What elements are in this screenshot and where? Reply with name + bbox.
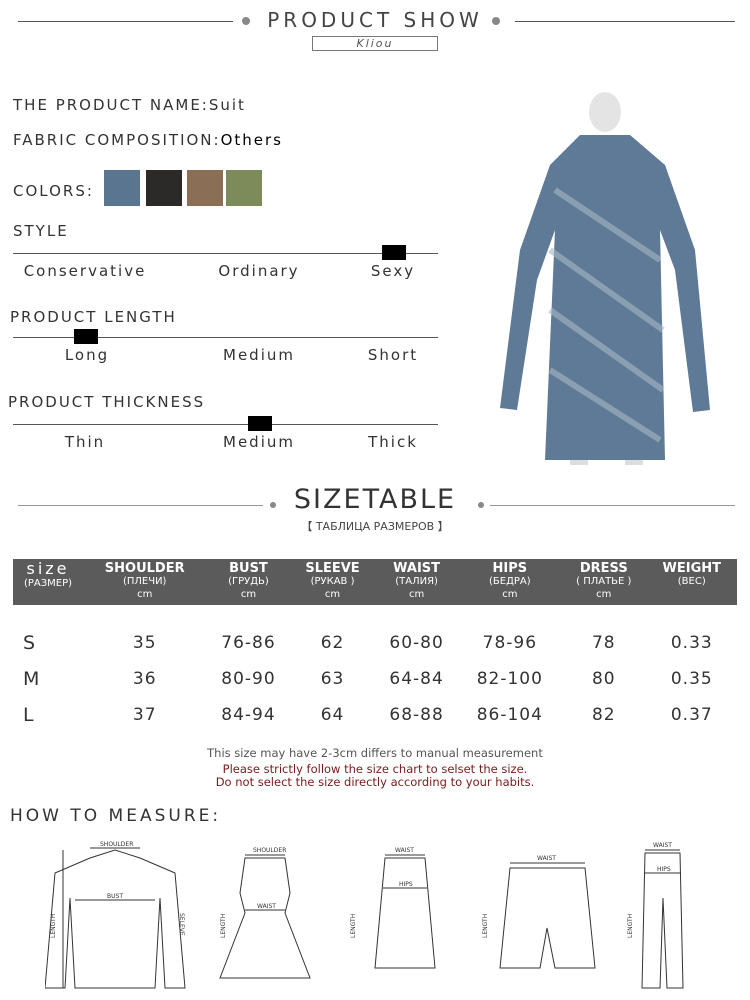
length-marker (74, 329, 98, 344)
style-option: Sexy (370, 262, 416, 280)
col-shoulder: SHOULDER (ПЛЕЧИ) cm (83, 559, 207, 605)
product-name: THE PRODUCT NAME:Suit (13, 96, 246, 114)
style-label: STYLE (13, 222, 69, 240)
col-size: size (РАЗМЕР) (13, 559, 83, 605)
page-title: PRODUCT SHOW (267, 8, 483, 32)
svg-text:BUST: BUST (107, 893, 123, 900)
divider (18, 21, 233, 22)
style-option: Conservative (23, 262, 147, 280)
col-weight: WEIGHT (ВЕС) (646, 559, 737, 605)
svg-text:HIPS: HIPS (399, 881, 413, 888)
thickness-option: Thin (64, 433, 106, 451)
sizetable-subtitle: 【 ТАБЛИЦА РАЗМЕРОВ 】 (301, 520, 449, 533)
value-cell: 68-88 (389, 705, 444, 725)
jacket-diagram: SHOULDER BUST LENGTH SELEVE (45, 841, 186, 989)
table-row: S 35 76-86 62 60-80 78-96 78 0.33 (13, 625, 737, 661)
color-swatch-black[interactable] (146, 170, 182, 206)
note-warning: Please strictly follow the size chart to… (222, 762, 528, 776)
table-row: L 37 84-94 64 68-88 86-104 82 0.37 (13, 697, 737, 733)
value-cell: 80-90 (221, 669, 276, 689)
value-cell: 84-94 (221, 705, 276, 725)
table-header: size (РАЗМЕР) SHOULDER (ПЛЕЧИ) cm BUST (ГРУД… (13, 559, 737, 605)
dot-icon (492, 17, 500, 25)
style-scale (13, 253, 438, 254)
color-swatch-green[interactable] (226, 170, 262, 206)
value-cell: 0.33 (670, 633, 713, 653)
svg-text:LENGTH: LENGTH (350, 914, 357, 938)
thickness-option: Thick (368, 433, 418, 451)
dress-diagram: SHOULDER WAIST LENGTH (219, 847, 311, 979)
col-waist: WAIST (ТАЛИЯ) cm (374, 559, 459, 605)
table-row: M 36 80-90 63 64-84 82-100 80 0.35 (13, 661, 737, 697)
thickness-marker (248, 416, 272, 431)
col-dress: DRESS( ПЛАТЬЕ ) cm (561, 559, 647, 605)
length-label: PRODUCT LENGTH (10, 308, 177, 326)
value-cell: 62 (320, 633, 345, 653)
divider (18, 505, 263, 506)
value-cell: 0.35 (670, 669, 713, 689)
size-cell: L (23, 704, 35, 726)
skirt-diagram: WAIST HIPS LENGTH (350, 847, 436, 969)
value-cell: 64-84 (389, 669, 444, 689)
sizetable-title: SIZETABLE (293, 484, 457, 515)
shorts-diagram: WAIST LENGTH (482, 855, 596, 969)
svg-text:LENGTH: LENGTH (50, 914, 57, 938)
length-option: Medium (223, 346, 295, 364)
svg-text:WAIST: WAIST (537, 855, 556, 862)
value-cell: 76-86 (221, 633, 276, 653)
value-cell: 82 (591, 705, 616, 725)
svg-text:LENGTH: LENGTH (220, 914, 227, 938)
divider (490, 505, 735, 506)
svg-text:SHOULDER: SHOULDER (253, 847, 286, 854)
value-cell: 63 (320, 669, 345, 689)
value-cell: 64 (320, 705, 345, 725)
length-option: Long (64, 346, 110, 364)
value-cell: 36 (132, 669, 157, 689)
thickness-option: Medium (223, 433, 295, 451)
note-measurement: This size may have 2-3cm differs to manu… (207, 746, 543, 760)
value-cell: 37 (132, 705, 157, 725)
dot-icon (478, 502, 484, 508)
svg-text:WAIST: WAIST (653, 842, 672, 849)
divider (515, 21, 735, 22)
thickness-scale (13, 424, 438, 425)
col-sleeve: SLEEVE (РУКАВ ) cm (290, 559, 375, 605)
colors-label: COLORS: (13, 182, 94, 200)
color-swatch-brown[interactable] (187, 170, 223, 206)
svg-text:WAIST: WAIST (395, 847, 414, 854)
svg-text:WAIST: WAIST (257, 903, 276, 910)
style-marker (382, 245, 406, 260)
dot-icon (242, 17, 250, 25)
how-to-measure-title: HOW TO MEASURE: (10, 806, 222, 826)
thickness-label: PRODUCT THICKNESS (8, 393, 206, 411)
pants-diagram: WAIST HIPS LENGTH (627, 842, 684, 989)
note-warning: Do not select the size directly accordin… (215, 775, 535, 789)
svg-text:HIPS: HIPS (657, 866, 671, 873)
value-cell: 60-80 (389, 633, 444, 653)
svg-text:SHOULDER: SHOULDER (100, 841, 133, 848)
value-cell: 78 (591, 633, 616, 653)
product-photo (500, 92, 710, 465)
value-cell: 78-96 (482, 633, 538, 653)
col-hips: HIPS (БЕДРА) cm (458, 559, 562, 605)
style-option: Ordinary (218, 262, 300, 280)
value-cell: 35 (132, 633, 157, 653)
brand-box: Kliou (312, 36, 438, 51)
value-cell: 82-100 (476, 669, 543, 689)
size-table: size (РАЗМЕР) SHOULDER (ПЛЕЧИ) cm BUST (ГРУД… (13, 559, 737, 733)
length-option: Short (367, 346, 419, 364)
value-cell: 86-104 (476, 705, 543, 725)
size-cell: S (23, 632, 37, 654)
svg-text:LENGTH: LENGTH (482, 914, 489, 938)
value-cell: 80 (591, 669, 616, 689)
svg-text:SELEVE: SELEVE (178, 913, 185, 936)
length-scale (13, 337, 438, 338)
size-cell: M (23, 668, 41, 690)
value-cell: 0.37 (670, 705, 713, 725)
fabric-composition: FABRIC COMPOSITION:Others (13, 131, 283, 149)
color-swatch-blue[interactable] (104, 170, 140, 206)
svg-text:LENGTH: LENGTH (627, 914, 634, 938)
col-bust: BUST (ГРУДЬ) cm (206, 559, 291, 605)
dot-icon (270, 502, 276, 508)
